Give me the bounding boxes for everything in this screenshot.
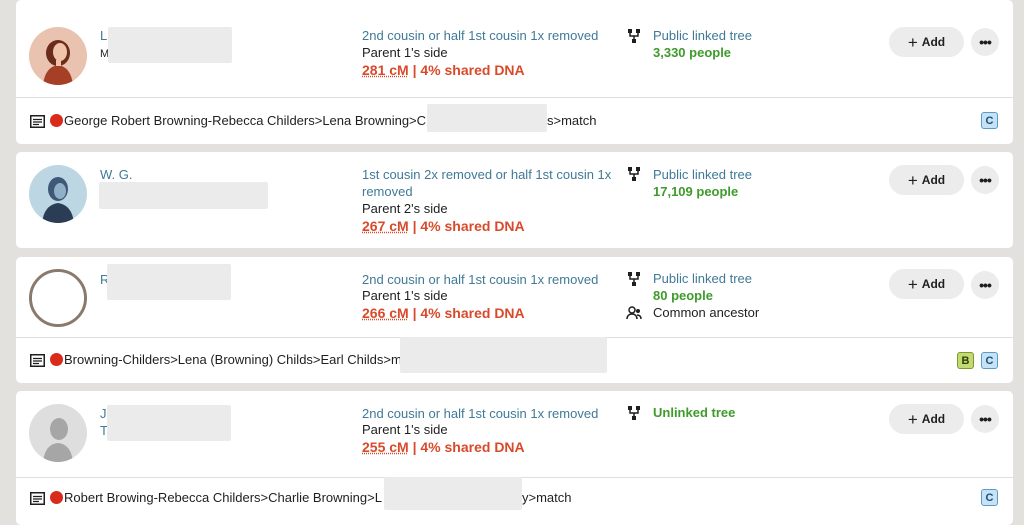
plus-icon: +: [907, 170, 918, 190]
add-button-label: Add: [921, 277, 946, 291]
red-dot-icon: [50, 353, 63, 366]
shared-cm[interactable]: 266 cM: [362, 305, 409, 321]
parent-side: Parent 1's side: [362, 422, 448, 437]
tree-people-count[interactable]: 80 people: [653, 288, 713, 303]
tree-icon: [628, 167, 640, 181]
redacted-block: [107, 264, 231, 300]
add-button-label: Add: [921, 35, 946, 49]
tree-icon: [628, 406, 640, 420]
shared-percent: | 4% shared DNA: [408, 439, 525, 455]
unlinked-tree-label[interactable]: Unlinked tree: [653, 405, 736, 420]
plus-icon: +: [907, 32, 918, 52]
match-name[interactable]: W. G.: [100, 167, 133, 182]
note-row: Browning-Childers>Lena (Browning) Childs…: [16, 337, 1013, 383]
parent-side: Parent 1's side: [362, 45, 448, 60]
shared-dna[interactable]: 266 cM | 4% shared DNA: [362, 305, 525, 321]
shared-percent: | 4% shared DNA: [408, 62, 525, 78]
shared-percent: | 4% shared DNA: [408, 305, 525, 321]
more-options-button[interactable]: •••: [971, 28, 999, 56]
avatar-placeholder[interactable]: [29, 404, 87, 462]
tree-icon: [628, 272, 640, 286]
more-options-button[interactable]: •••: [971, 405, 999, 433]
note-row: Robert Browing-Rebecca Childers>Charlie …: [16, 477, 1013, 525]
plus-icon: +: [907, 409, 918, 429]
add-button[interactable]: + Add: [889, 165, 964, 195]
avatar-silhouette-icon: [43, 418, 73, 462]
parent-side: Parent 1's side: [362, 288, 448, 303]
tree-people-count[interactable]: 3,330 people: [653, 45, 732, 60]
add-button-label: Add: [921, 412, 946, 426]
match-card-3: R 2nd cousin or half 1st cousin 1x remov…: [16, 257, 1013, 383]
shared-percent: | 4% shared DNA: [408, 218, 525, 234]
match-row: L M 2nd cousin or half 1st cousin 1x rem…: [16, 0, 1013, 97]
shared-cm[interactable]: 281 cM: [362, 62, 409, 78]
photo-icon: [32, 272, 84, 324]
relationship-label[interactable]: 1st cousin 2x removed or half 1st cousin…: [362, 167, 612, 199]
note-text[interactable]: Browning-Childers>Lena (Browning) Childs…: [64, 352, 402, 367]
match-card-1: L M 2nd cousin or half 1st cousin 1x rem…: [16, 0, 1013, 144]
match-row: R 2nd cousin or half 1st cousin 1x remov…: [16, 257, 1013, 337]
note-icon[interactable]: [30, 115, 45, 128]
tree-link[interactable]: Public linked tree: [653, 28, 752, 43]
badge-c[interactable]: C: [981, 352, 998, 369]
match-name-line2: M: [100, 48, 110, 60]
match-row: W. G. 1st cousin 2x removed or half 1st …: [16, 152, 1013, 248]
note-text-end[interactable]: y>match: [522, 490, 572, 505]
shared-dna[interactable]: 267 cM | 4% shared DNA: [362, 218, 525, 234]
relationship-label[interactable]: 2nd cousin or half 1st cousin 1x removed: [362, 406, 599, 421]
common-ancestor-label[interactable]: Common ancestor: [653, 305, 760, 320]
red-dot-icon: [50, 114, 63, 127]
redacted-block: [108, 27, 232, 63]
shared-cm[interactable]: 255 cM: [362, 439, 409, 455]
match-name[interactable]: J: [100, 406, 107, 421]
match-name[interactable]: L: [100, 28, 108, 43]
redacted-block: [107, 405, 231, 441]
redacted-block: [384, 477, 522, 510]
note-icon[interactable]: [30, 354, 45, 367]
tree-link[interactable]: Public linked tree: [653, 271, 752, 286]
tree-people-count[interactable]: 17,109 people: [653, 184, 739, 199]
note-icon[interactable]: [30, 492, 45, 505]
avatar-female-illustration[interactable]: [29, 27, 87, 85]
divider: [16, 97, 1013, 98]
tree-link[interactable]: Public linked tree: [653, 167, 752, 182]
shared-cm[interactable]: 267 cM: [362, 218, 409, 234]
note-text[interactable]: Robert Browing-Rebecca Childers>Charlie …: [64, 490, 382, 505]
match-row: J T 2nd cousin or half 1st cousin 1x rem…: [16, 391, 1013, 477]
redacted-block: [427, 104, 547, 132]
badge-c[interactable]: C: [981, 112, 998, 129]
badge-b[interactable]: B: [957, 352, 974, 369]
match-card-2: W. G. 1st cousin 2x removed or half 1st …: [16, 152, 1013, 248]
relationship-label[interactable]: 2nd cousin or half 1st cousin 1x removed: [362, 272, 599, 287]
redacted-block: [99, 182, 268, 209]
avatar-male-illustration[interactable]: [29, 165, 87, 223]
note-text-end[interactable]: s>match: [547, 113, 597, 128]
add-button[interactable]: + Add: [889, 404, 964, 434]
avatar-photo[interactable]: [29, 269, 87, 327]
shared-dna[interactable]: 281 cM | 4% shared DNA: [362, 62, 525, 78]
add-button[interactable]: + Add: [889, 269, 964, 299]
avatar-man-icon: [42, 177, 74, 223]
badge-c[interactable]: C: [981, 489, 998, 506]
shared-dna[interactable]: 255 cM | 4% shared DNA: [362, 439, 525, 455]
red-dot-icon: [50, 491, 63, 504]
avatar-woman-icon: [43, 40, 73, 85]
plus-icon: +: [907, 274, 918, 294]
match-name[interactable]: R: [100, 272, 110, 287]
more-options-button[interactable]: •••: [971, 166, 999, 194]
match-name-line2[interactable]: T: [100, 423, 108, 438]
add-button-label: Add: [921, 173, 946, 187]
parent-side: Parent 2's side: [362, 201, 448, 216]
add-button[interactable]: + Add: [889, 27, 964, 57]
relationship-label[interactable]: 2nd cousin or half 1st cousin 1x removed: [362, 28, 599, 43]
match-card-4: J T 2nd cousin or half 1st cousin 1x rem…: [16, 391, 1013, 525]
note-text[interactable]: George Robert Browning-Rebecca Childers>…: [64, 113, 427, 128]
tree-icon: [628, 29, 640, 43]
more-options-button[interactable]: •••: [971, 271, 999, 299]
note-row: George Robert Browning-Rebecca Childers>…: [16, 97, 1013, 144]
people-icon: [626, 306, 642, 320]
redacted-block: [400, 337, 607, 373]
